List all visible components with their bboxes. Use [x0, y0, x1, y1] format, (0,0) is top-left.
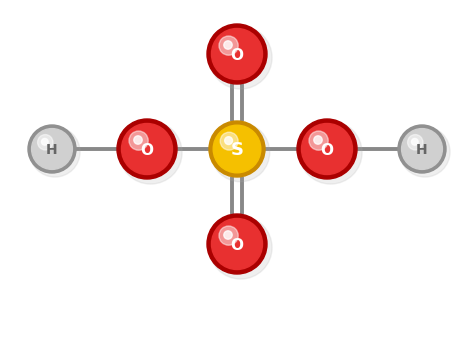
Circle shape — [219, 226, 238, 245]
Circle shape — [209, 26, 272, 89]
Circle shape — [211, 29, 263, 80]
Circle shape — [299, 121, 362, 184]
Circle shape — [41, 138, 48, 145]
Circle shape — [121, 123, 173, 174]
Text: S: S — [230, 141, 244, 159]
Circle shape — [401, 129, 442, 169]
Circle shape — [220, 132, 238, 150]
Circle shape — [30, 127, 80, 177]
Text: O: O — [230, 48, 244, 63]
Text: O: O — [320, 143, 334, 158]
Text: O: O — [230, 238, 244, 253]
Circle shape — [408, 135, 423, 150]
Circle shape — [219, 36, 238, 55]
Circle shape — [400, 127, 450, 177]
Circle shape — [28, 125, 76, 173]
Circle shape — [32, 129, 73, 169]
Circle shape — [129, 131, 148, 150]
Circle shape — [314, 136, 322, 144]
Circle shape — [209, 216, 272, 279]
Circle shape — [209, 121, 265, 177]
Text: Sulfuric acid | H₂SO₄: Sulfuric acid | H₂SO₄ — [141, 310, 333, 328]
Circle shape — [411, 138, 418, 145]
Circle shape — [211, 219, 263, 270]
Circle shape — [225, 137, 233, 144]
Text: H: H — [46, 143, 58, 157]
Circle shape — [301, 123, 353, 174]
Circle shape — [119, 121, 182, 184]
Circle shape — [134, 136, 142, 144]
Circle shape — [297, 119, 357, 179]
Text: H: H — [416, 143, 428, 157]
Circle shape — [211, 123, 270, 182]
Circle shape — [213, 125, 261, 173]
Circle shape — [37, 135, 53, 150]
Circle shape — [207, 24, 267, 84]
Circle shape — [117, 119, 177, 179]
Text: O: O — [140, 143, 154, 158]
Circle shape — [224, 41, 232, 49]
Circle shape — [309, 131, 328, 150]
Circle shape — [224, 231, 232, 239]
Circle shape — [207, 214, 267, 274]
Circle shape — [398, 125, 446, 173]
